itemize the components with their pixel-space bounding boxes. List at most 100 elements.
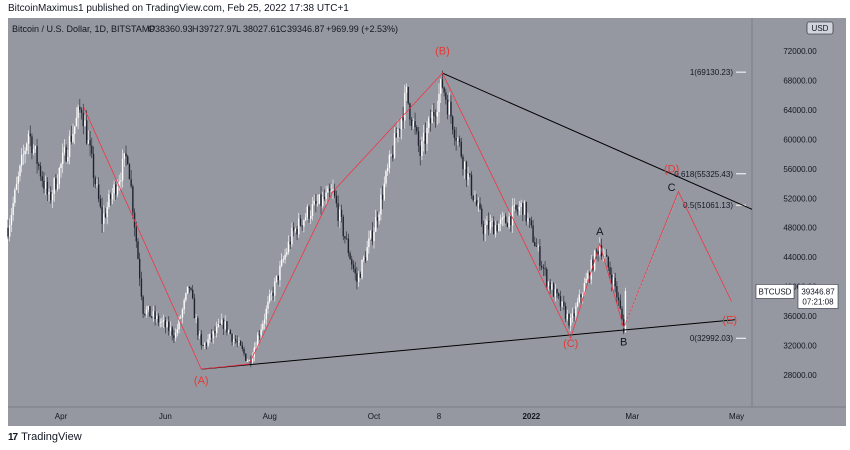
candle-up: [15, 183, 18, 190]
candle-down: [315, 200, 317, 205]
candle-down: [506, 223, 509, 228]
ohlc-key-h: H: [192, 24, 199, 34]
x-tick-label: 8: [437, 412, 442, 421]
candle-up: [224, 321, 226, 329]
price-axis-background: [752, 18, 846, 407]
candle-up: [123, 153, 126, 159]
y-tick-label: 52000.00: [783, 194, 817, 203]
candle-up: [378, 214, 380, 221]
candle-up: [306, 206, 309, 218]
candle-down: [356, 273, 358, 283]
candle-down: [359, 273, 362, 278]
candle-down: [482, 224, 485, 234]
candle-up: [221, 319, 223, 325]
candle-up: [282, 259, 285, 261]
candle-up: [477, 203, 480, 206]
candle-down: [607, 256, 610, 268]
candle-up: [195, 317, 197, 319]
wave-label: (A): [194, 375, 209, 387]
candle-up: [284, 254, 286, 260]
candle-down: [171, 327, 173, 336]
candle-up: [227, 330, 230, 333]
svg-text:USD: USD: [812, 24, 829, 33]
candle-down: [50, 192, 52, 201]
ohlc-readout: O 38360.93 H 39727.97 L 38027.61 C 39346.87 +969…: [148, 24, 398, 34]
candle-down: [328, 188, 331, 192]
candle-up: [44, 181, 47, 189]
candle-down: [465, 161, 468, 180]
candle-up: [176, 329, 179, 333]
candle-up: [118, 181, 120, 187]
candle-up: [181, 309, 184, 318]
candle-up: [457, 138, 459, 141]
candle-up: [503, 216, 505, 218]
plot-background: [8, 18, 752, 407]
candle-up: [590, 259, 592, 280]
candle-up: [166, 321, 168, 328]
candle-down: [443, 87, 445, 93]
candle-up: [34, 146, 37, 149]
candle-up: [186, 286, 189, 294]
candle-down: [407, 86, 409, 104]
x-tick-label: Apr: [55, 412, 68, 421]
candle-up: [183, 300, 185, 310]
candle-down: [200, 334, 202, 346]
candle-down: [337, 203, 339, 221]
candle-up: [280, 259, 283, 266]
candle-down: [41, 176, 43, 182]
ohlc-value-c: 39346.87: [287, 24, 325, 34]
candle-up: [322, 196, 324, 207]
candle-down: [104, 213, 107, 218]
candle-down: [469, 173, 471, 175]
candle-down: [65, 147, 67, 162]
candle-down: [559, 296, 562, 307]
candle-down: [101, 206, 103, 224]
countdown-label: 07:21:08: [802, 297, 834, 306]
candle-up: [431, 111, 433, 124]
candle-down: [621, 308, 623, 320]
candle-up: [508, 216, 510, 228]
footer[interactable]: 17 TradingView: [8, 431, 82, 443]
candle-up: [571, 313, 574, 318]
candle-up: [523, 201, 526, 215]
candle-up: [624, 291, 627, 333]
candle-down: [39, 165, 42, 177]
candle-down: [130, 179, 132, 187]
candle-up: [251, 356, 254, 363]
candle-down: [31, 136, 33, 154]
candle-up: [339, 209, 341, 221]
candle-down: [168, 321, 170, 332]
candle-up: [375, 217, 377, 232]
candle-up: [77, 106, 79, 118]
candle-down: [597, 250, 599, 255]
candle-down: [424, 132, 427, 144]
candle-up: [400, 117, 403, 130]
candle-up: [405, 86, 408, 93]
candle-up: [310, 215, 312, 219]
candle-down: [323, 196, 326, 200]
symbol-badge: BTCUSD: [759, 287, 792, 296]
candle-down: [493, 221, 495, 235]
footer-brand: TradingView: [21, 431, 82, 443]
candle-down: [462, 156, 464, 170]
candle-up: [327, 188, 329, 193]
candle-up: [313, 200, 315, 205]
candle-up: [581, 294, 584, 298]
candle-up: [518, 206, 521, 211]
fib-level-label: 1(69130.23): [690, 68, 733, 77]
candle-up: [248, 360, 250, 362]
candle-up: [275, 275, 278, 282]
candle-up: [383, 183, 385, 200]
candle-down: [381, 194, 384, 200]
candle-down: [144, 313, 146, 315]
currency-badge[interactable]: USD: [806, 21, 834, 35]
candle-down: [91, 145, 93, 154]
candle-down: [219, 324, 221, 325]
candle-up: [318, 194, 320, 204]
y-tick-label: 48000.00: [783, 224, 817, 233]
candle-up: [174, 332, 177, 339]
candle-down: [140, 278, 143, 297]
btc-price-chart[interactable]: 1(69130.23) 0.618(55325.43) 0.5(51061.13) 0…: [0, 18, 850, 426]
candle-up: [162, 320, 165, 322]
wave-label: (E): [722, 314, 737, 326]
